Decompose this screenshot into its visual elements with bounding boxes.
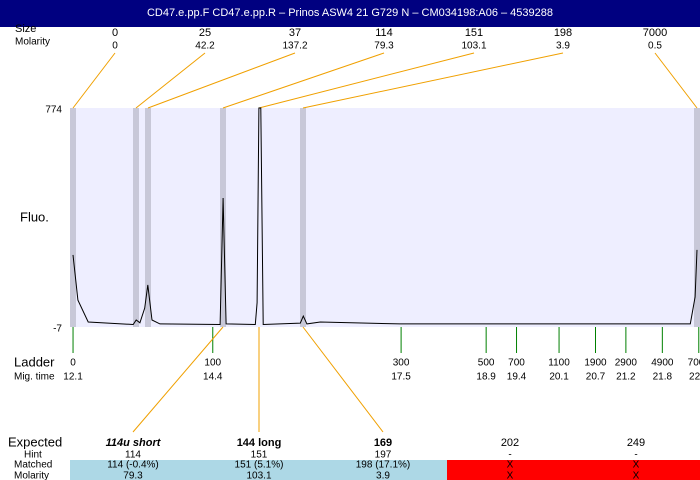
hint: 114 xyxy=(125,450,141,461)
peak-band xyxy=(145,108,151,327)
expected-size: 144 long xyxy=(237,437,282,449)
marker-link xyxy=(147,52,296,109)
matched: 114 (-0.4%) xyxy=(107,460,159,471)
marker-molarity: 103.1 xyxy=(461,41,486,52)
expected-size: 114u short xyxy=(106,437,162,449)
marker-link xyxy=(654,52,698,109)
molarity: 103.1 xyxy=(246,471,271,480)
hint: 151 xyxy=(251,450,268,461)
molarity: X xyxy=(633,471,640,480)
hint: - xyxy=(508,450,511,461)
marker-molarity: 42.2 xyxy=(195,41,215,52)
ladder-size: 300 xyxy=(393,358,410,369)
ladder-size: 100 xyxy=(204,358,221,369)
peak-band xyxy=(70,108,76,327)
expected-label: Expected xyxy=(8,434,62,449)
expected-size: 202 xyxy=(501,437,519,449)
expected-size: 249 xyxy=(627,437,645,449)
title: CD47.e.pp.F CD47.e.pp.R – Prinos ASW4 21… xyxy=(147,7,553,19)
molarity-label: Molarity xyxy=(15,37,50,48)
matched-cell xyxy=(196,460,321,480)
trace xyxy=(72,107,698,326)
peak-band xyxy=(694,108,700,327)
ladder-size: 4900 xyxy=(651,358,674,369)
matched: 151 (5.1%) xyxy=(235,460,284,471)
mig-time: 14.4 xyxy=(203,372,223,383)
plot-area xyxy=(70,108,700,327)
marker-molarity: 137.2 xyxy=(282,41,307,52)
marker-molarity: 0 xyxy=(112,41,118,52)
marker-link xyxy=(258,52,475,109)
marker-molarity: 79.3 xyxy=(374,41,394,52)
size-label: Size xyxy=(15,23,36,35)
ladder-size: 1100 xyxy=(548,358,570,369)
mig-time: 22.4 xyxy=(689,372,700,383)
matched-cell xyxy=(321,460,447,480)
y-tick-label: -7 xyxy=(53,324,62,335)
marker-link xyxy=(135,52,206,109)
ladder-size: 7000 xyxy=(688,358,700,369)
y-tick-label: 774 xyxy=(45,105,62,116)
ladder-size: 2900 xyxy=(615,358,638,369)
marker-size: 114 xyxy=(375,27,393,39)
mig-time: 21.2 xyxy=(616,372,636,383)
hint: - xyxy=(634,450,637,461)
hint-label: Hint xyxy=(24,450,42,461)
mig-time-label: Mig. time xyxy=(14,372,55,383)
marker-link xyxy=(72,52,116,109)
ladder-size: 1900 xyxy=(584,358,607,369)
peak-band xyxy=(133,108,139,327)
marker-molarity: 0.5 xyxy=(648,41,662,52)
marker-size: 198 xyxy=(554,27,572,39)
matched: 198 (17.1%) xyxy=(356,460,410,471)
expected-link xyxy=(302,326,384,433)
matched-label: Matched xyxy=(14,460,52,471)
marker-size: 25 xyxy=(199,27,211,39)
marker-link xyxy=(222,52,385,109)
y-axis-label: Fluo. xyxy=(20,209,49,224)
matched-cell xyxy=(447,460,573,480)
mig-time: 17.5 xyxy=(391,372,411,383)
marker-size: 37 xyxy=(289,27,301,39)
title-bar xyxy=(0,0,700,27)
mig-time: 19.4 xyxy=(507,372,527,383)
molarity: X xyxy=(507,471,514,480)
matched-cell xyxy=(573,460,700,480)
expected-size: 169 xyxy=(374,437,392,449)
mig-time: 18.9 xyxy=(476,372,496,383)
matched-cell xyxy=(70,460,196,480)
ladder-size: 700 xyxy=(508,358,525,369)
molarity: 79.3 xyxy=(123,471,143,480)
ladder-size: 0 xyxy=(70,358,76,369)
marker-molarity: 3.9 xyxy=(556,41,570,52)
matched: X xyxy=(633,460,640,471)
marker-size: 7000 xyxy=(643,27,667,39)
mig-time: 21.8 xyxy=(653,372,673,383)
ladder-label: Ladder xyxy=(14,354,55,369)
peak-band xyxy=(300,108,306,327)
mig-time: 12.1 xyxy=(63,372,83,383)
hint: 197 xyxy=(375,450,392,461)
mig-time: 20.7 xyxy=(586,372,606,383)
molarity: 3.9 xyxy=(376,471,390,480)
matched: X xyxy=(507,460,514,471)
molarity-row-label: Molarity xyxy=(14,471,49,480)
ladder-size: 500 xyxy=(478,358,495,369)
mig-time: 20.1 xyxy=(549,372,569,383)
marker-size: 0 xyxy=(112,27,118,39)
marker-link xyxy=(302,52,564,109)
expected-link xyxy=(132,326,224,433)
marker-size: 151 xyxy=(465,27,483,39)
